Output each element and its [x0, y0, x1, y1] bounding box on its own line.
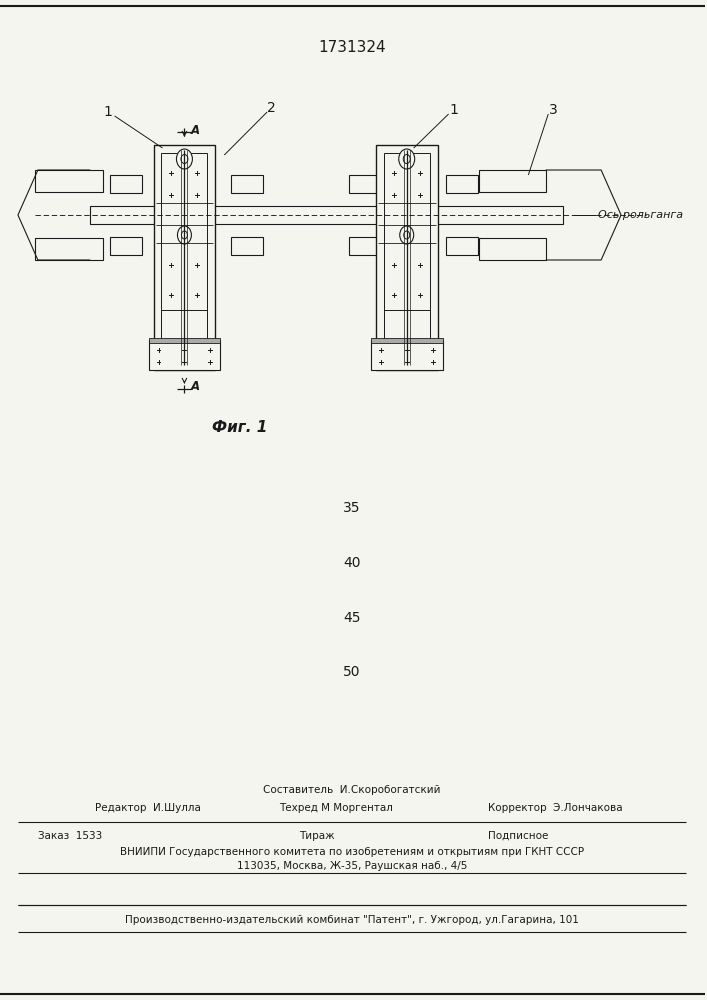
Ellipse shape: [399, 226, 414, 244]
Text: Техред М Моргентал: Техред М Моргентал: [279, 803, 393, 813]
Bar: [384, 310, 430, 360]
Bar: [384, 153, 430, 362]
Text: 35: 35: [343, 501, 361, 515]
Bar: [445, 237, 477, 255]
Text: Подписное: Подписное: [489, 831, 549, 841]
Text: 1: 1: [449, 103, 458, 117]
Text: A: A: [190, 123, 199, 136]
Text: 1731324: 1731324: [318, 40, 386, 55]
Text: 40: 40: [343, 556, 361, 570]
Ellipse shape: [404, 231, 410, 239]
Text: A: A: [190, 380, 199, 393]
Bar: [90, 206, 563, 224]
Bar: [371, 338, 443, 343]
Text: 113035, Москва, Ж-35, Раушская наб., 4/5: 113035, Москва, Ж-35, Раушская наб., 4/5: [237, 861, 467, 871]
Ellipse shape: [399, 149, 415, 169]
Ellipse shape: [177, 226, 192, 244]
Bar: [35, 238, 103, 260]
Text: Корректор  Э.Лончакова: Корректор Э.Лончакова: [489, 803, 623, 813]
Ellipse shape: [177, 149, 192, 169]
Bar: [110, 175, 141, 193]
Bar: [110, 237, 141, 255]
Bar: [349, 175, 381, 193]
Bar: [376, 145, 438, 370]
Bar: [153, 145, 216, 370]
Text: 2: 2: [267, 101, 276, 115]
Text: Фиг. 1: Фиг. 1: [211, 420, 267, 436]
Ellipse shape: [182, 231, 187, 239]
Bar: [148, 340, 221, 370]
Bar: [161, 310, 207, 360]
Text: 45: 45: [343, 611, 361, 625]
Text: Ось рольганга: Ось рольганга: [598, 210, 683, 220]
Text: Тираж: Тираж: [299, 831, 334, 841]
Bar: [479, 170, 547, 192]
Bar: [445, 175, 477, 193]
Bar: [371, 340, 443, 370]
Bar: [231, 237, 263, 255]
Text: 1: 1: [103, 105, 112, 119]
Bar: [479, 238, 547, 260]
Text: Производственно-издательский комбинат "Патент", г. Ужгород, ул.Гагарина, 101: Производственно-издательский комбинат "П…: [125, 915, 579, 925]
Ellipse shape: [181, 154, 188, 163]
Text: 50: 50: [343, 665, 361, 679]
Text: Редактор  И.Шулла: Редактор И.Шулла: [95, 803, 201, 813]
Bar: [148, 338, 221, 343]
Text: 3: 3: [549, 103, 558, 117]
Text: Составитель  И.Скоробогатский: Составитель И.Скоробогатский: [263, 785, 440, 795]
Bar: [231, 175, 263, 193]
Text: ВНИИПИ Государственного комитета по изобретениям и открытиям при ГКНТ СССР: ВНИИПИ Государственного комитета по изоб…: [120, 847, 584, 857]
Bar: [35, 170, 103, 192]
Bar: [161, 153, 207, 362]
Bar: [349, 237, 381, 255]
Text: Заказ  1533: Заказ 1533: [38, 831, 102, 841]
Ellipse shape: [403, 154, 410, 163]
